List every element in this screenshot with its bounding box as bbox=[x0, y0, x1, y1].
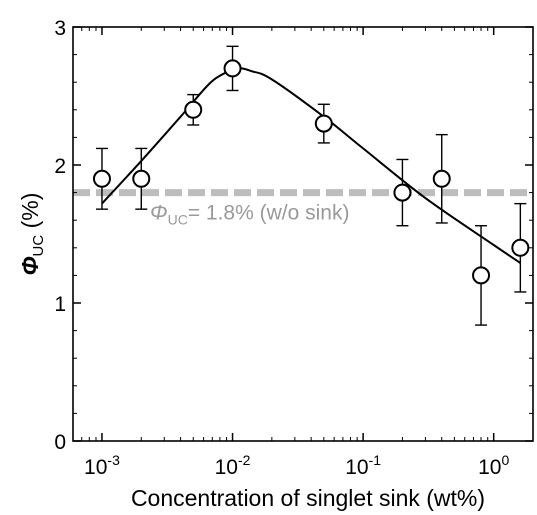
reference-label-subscript: UC bbox=[168, 212, 188, 228]
y-axis-unit: (%) bbox=[17, 193, 43, 235]
data-point bbox=[432, 169, 451, 188]
data-point bbox=[92, 169, 111, 188]
y-tick-label: 3 bbox=[54, 17, 66, 40]
y-axis-title: ΦUC (%) bbox=[17, 193, 47, 276]
fit-curve bbox=[101, 67, 521, 264]
ticks-layer bbox=[72, 26, 533, 442]
data-point bbox=[184, 100, 203, 119]
x-tick-label: 10-2 bbox=[215, 452, 251, 479]
y-tick-label: 2 bbox=[54, 155, 66, 178]
points-layer bbox=[92, 45, 530, 326]
data-point bbox=[511, 238, 530, 257]
x-axis-title: Concentration of singlet sink (wt%) bbox=[131, 485, 485, 511]
tick-labels-layer: 0 1 2 3 10-3 10-2 10-1 100 bbox=[54, 17, 509, 479]
data-point bbox=[223, 59, 242, 78]
y-axis-symbol: Φ bbox=[17, 256, 43, 275]
x-tick-label: 10-3 bbox=[84, 452, 120, 479]
plot-frame bbox=[72, 26, 534, 442]
data-point bbox=[132, 169, 151, 188]
y-tick-label: 0 bbox=[54, 431, 66, 454]
y-tick-label: 1 bbox=[54, 293, 66, 316]
data-point bbox=[472, 266, 491, 285]
reference-label: ΦUC= 1.8% (w/o sink) bbox=[150, 202, 349, 228]
reference-label-symbol: Φ bbox=[150, 202, 168, 225]
fit-layer bbox=[101, 67, 521, 264]
y-axis-subscript: UC bbox=[30, 235, 47, 257]
reference-label-text: = 1.8% (w/o sink) bbox=[188, 202, 350, 225]
x-tick-label: 100 bbox=[478, 452, 509, 479]
data-point bbox=[393, 183, 412, 202]
data-point bbox=[314, 114, 333, 133]
x-tick-label: 10-1 bbox=[345, 452, 381, 479]
